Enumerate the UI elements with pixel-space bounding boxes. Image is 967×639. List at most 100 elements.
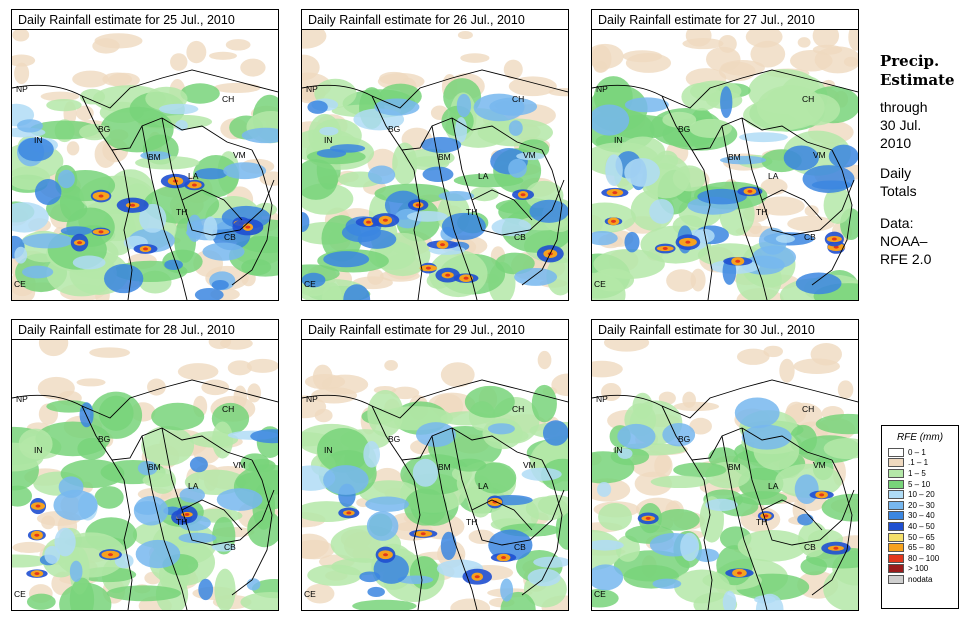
country-label-bg: BG	[678, 434, 690, 444]
country-label-vm: VM	[233, 150, 246, 160]
country-label-bg: BG	[388, 434, 400, 444]
date-line: 30 Jul.	[880, 117, 922, 133]
country-label-np: NP	[306, 84, 318, 94]
country-label-ce: CE	[594, 279, 606, 289]
legend-swatch	[888, 458, 904, 468]
country-label-bm: BM	[438, 462, 451, 472]
legend-swatch	[888, 479, 904, 489]
map-canvas: NP CH BG IN BM VM LA TH CB CE	[302, 30, 568, 300]
country-label-vm: VM	[813, 150, 826, 160]
rainfall-map-panel-2: Daily Rainfall estimate for 26 Jul., 201…	[301, 9, 569, 301]
legend-item: 20 – 30	[888, 500, 958, 511]
country-label-bg: BG	[98, 434, 110, 444]
country-label-in: IN	[324, 445, 333, 455]
country-label-ch: CH	[512, 404, 524, 414]
legend-label: 1 – 5	[908, 468, 926, 478]
legend-swatch	[888, 543, 904, 553]
legend-label: 20 – 30	[908, 500, 935, 510]
rainfall-map: NP CH BG IN BM VM LA TH CB CE	[592, 340, 858, 610]
map-canvas: NP CH BG IN BM VM LA TH CB CE	[592, 30, 858, 300]
country-label-ch: CH	[802, 94, 814, 104]
data-line: RFE 2.0	[880, 251, 932, 267]
legend-label: 40 – 50	[908, 521, 935, 531]
legend-item: 10 – 20	[888, 489, 958, 500]
country-label-th: TH	[756, 517, 767, 527]
country-label-ce: CE	[304, 589, 316, 599]
totals-line: Daily	[880, 165, 912, 181]
heading-line: Precip.	[880, 52, 940, 70]
legend-label: 50 – 65	[908, 532, 935, 542]
legend-label: nodata	[908, 574, 933, 584]
country-label-cb: CB	[514, 232, 526, 242]
panel-title: Daily Rainfall estimate for 30 Jul., 201…	[592, 320, 858, 340]
country-label-th: TH	[466, 517, 477, 527]
rainfall-map: NP CH BG IN BM VM LA TH CB CE	[302, 30, 568, 300]
rainfall-map-panel-6: Daily Rainfall estimate for 30 Jul., 201…	[591, 319, 859, 611]
country-label-ch: CH	[222, 94, 234, 104]
legend-swatch	[888, 521, 904, 531]
country-label-bm: BM	[438, 152, 451, 162]
through-label: through	[880, 99, 928, 115]
totals-line: Totals	[880, 183, 917, 199]
rainfall-map: NP CH BG IN BM VM LA TH CB CE	[12, 30, 278, 300]
legend-label: 80 – 100	[908, 553, 940, 563]
country-label-th: TH	[756, 207, 767, 217]
legend-label: > 100	[908, 564, 929, 574]
rainfall-map-panel-5: Daily Rainfall estimate for 29 Jul., 201…	[301, 319, 569, 611]
legend-item: > 100	[888, 564, 958, 575]
rainfall-map: NP CH BG IN BM VM LA TH CB CE	[12, 340, 278, 610]
country-label-ch: CH	[222, 404, 234, 414]
map-canvas: NP CH BG IN BM VM LA TH CB CE	[12, 340, 278, 610]
legend-swatch	[888, 564, 904, 574]
panel-title: Daily Rainfall estimate for 27 Jul., 201…	[592, 10, 858, 30]
legend-swatch	[888, 490, 904, 500]
country-label-la: LA	[188, 481, 199, 491]
map-canvas: NP CH BG IN BM VM LA TH CB CE	[592, 340, 858, 610]
country-label-bm: BM	[728, 462, 741, 472]
country-label-th: TH	[466, 207, 477, 217]
legend-item: 65 – 80	[888, 542, 958, 553]
country-label-bg: BG	[678, 124, 690, 134]
country-label-in: IN	[34, 445, 43, 455]
country-label-ch: CH	[512, 94, 524, 104]
date-line: 2010	[880, 135, 912, 151]
heading-line: Estimate	[880, 71, 955, 89]
country-label-vm: VM	[523, 460, 536, 470]
country-label-np: NP	[306, 394, 318, 404]
country-label-vm: VM	[523, 150, 536, 160]
legend-item: 5 – 10	[888, 479, 958, 490]
country-label-bm: BM	[148, 152, 161, 162]
country-label-vm: VM	[233, 460, 246, 470]
legend-title: RFE (mm)	[896, 432, 944, 443]
data-line: Data:	[880, 215, 914, 231]
legend-item: 50 – 65	[888, 532, 958, 543]
legend-label: 30 – 40	[908, 511, 935, 521]
country-label-bg: BG	[388, 124, 400, 134]
legend-swatch	[888, 500, 904, 510]
country-label-bm: BM	[728, 152, 741, 162]
legend-item: 0 – 1	[888, 447, 958, 458]
country-label-ch: CH	[802, 404, 814, 414]
country-label-np: NP	[596, 84, 608, 94]
country-label-la: LA	[188, 171, 199, 181]
panel-title: Daily Rainfall estimate for 28 Jul., 201…	[12, 320, 278, 340]
country-label-la: LA	[478, 171, 489, 181]
country-label-np: NP	[16, 394, 28, 404]
rainfall-map-panel-1: Daily Rainfall estimate for 25 Jul., 201…	[11, 9, 279, 301]
country-label-ce: CE	[14, 279, 26, 289]
totals-note: Daily Totals	[880, 164, 965, 200]
panel-title: Daily Rainfall estimate for 26 Jul., 201…	[302, 10, 568, 30]
country-label-cb: CB	[224, 542, 236, 552]
legend-swatch	[888, 468, 904, 478]
legend-swatch	[888, 574, 904, 584]
panel-title: Daily Rainfall estimate for 25 Jul., 201…	[12, 10, 278, 30]
country-label-ce: CE	[14, 589, 26, 599]
country-label-cb: CB	[804, 542, 816, 552]
rainfall-map-panel-4: Daily Rainfall estimate for 28 Jul., 201…	[11, 319, 279, 611]
country-label-la: LA	[478, 481, 489, 491]
data-line: NOAA–	[880, 233, 928, 249]
sidebar-info: Precip. Estimate through 30 Jul. 2010 Da…	[880, 52, 965, 268]
country-label-vm: VM	[813, 460, 826, 470]
legend-swatch	[888, 553, 904, 563]
